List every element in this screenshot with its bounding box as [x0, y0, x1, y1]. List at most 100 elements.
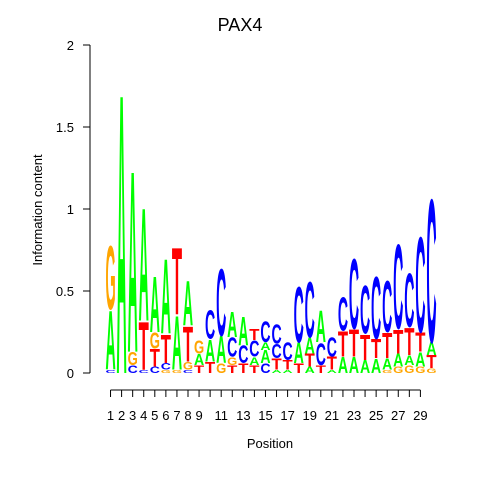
logo-letter-t: T [393, 323, 404, 361]
logo-letter-c: C [260, 360, 270, 376]
logo-letter-t: T [139, 308, 149, 385]
logo-letter-c: C [161, 361, 172, 372]
logo-letter-c: C [393, 221, 403, 356]
logo-letter-t: T [249, 363, 260, 376]
logo-letter-t: T [172, 228, 182, 335]
logo-letter-a: A [283, 370, 294, 375]
logo-letters: CAG A CGA CTACTGAGCTAGATCGTATAGTACGACTGCATC… [105, 11, 436, 459]
logo-letter-t: T [382, 326, 392, 367]
logo-letter-a: A [172, 300, 182, 386]
x-tick-label: 21 [325, 408, 339, 423]
logo-letter-g: G [393, 366, 403, 376]
x-axis: 1 2 3 4 5 6 7 8 9 11 13 15 17 19 21 23 25 27 29 [107, 389, 428, 423]
y-tick-label: 0 [67, 366, 74, 381]
logo-letter-a: A [404, 352, 414, 368]
x-tick-label: 19 [302, 408, 316, 423]
logo-letter-g: G [216, 361, 226, 376]
logo-letter-a: A [271, 370, 282, 375]
logo-letter-c: C [205, 302, 215, 347]
logo-letter-c: C [415, 208, 425, 361]
logo-letter-a: A [349, 354, 359, 379]
logo-letter-t: T [249, 327, 259, 345]
logo-letter-t: T [371, 334, 381, 364]
logo-letter-t: T [227, 363, 238, 376]
logo-letter-c: C [349, 239, 359, 351]
logo-letter-t: T [294, 361, 305, 376]
logo-letter-a: A [227, 304, 237, 345]
logo-letter-c: C [128, 362, 138, 375]
x-axis-label: Position [247, 436, 293, 451]
logo-letter-c: C [260, 315, 270, 348]
x-tick-label: 6 [162, 408, 169, 423]
logo-letter-t: T [305, 350, 315, 371]
logo-letter-t: T [183, 316, 193, 372]
x-tick-label: 1 [107, 408, 114, 423]
logo-letter-a: A [238, 309, 248, 354]
logo-letter-t: T [194, 363, 205, 376]
logo-letter-g: G [128, 350, 138, 370]
logo-letter-g: G [194, 338, 204, 358]
x-tick-label: 5 [151, 408, 158, 423]
logo-letter-g: G [105, 226, 115, 328]
logo-letter-a: A [371, 354, 381, 377]
y-tick-label: 1 [67, 202, 74, 217]
logo-letter-a: A [183, 267, 193, 339]
logo-letter-c: C [271, 340, 281, 363]
logo-letter-t: T [205, 359, 215, 377]
logo-letter-g: G [404, 363, 414, 376]
logo-letter-a: A [150, 261, 160, 350]
logo-letter-a: A [316, 301, 326, 352]
logo-letter-c: C [216, 250, 226, 356]
logo-letter-g: G [426, 368, 436, 375]
logo-letter-c: C [327, 331, 337, 362]
logo-letter-t: T [238, 361, 249, 376]
logo-letter-g: G [161, 369, 171, 374]
logo-letter-t: T [271, 356, 281, 374]
logo-letter-c: C [360, 273, 370, 349]
logo-letter-c: C [404, 258, 414, 344]
logo-letter-t: T [338, 324, 348, 365]
logo-letter-c: C [105, 370, 116, 375]
logo-letter-t: T [283, 358, 294, 373]
logo-letter-c: C [271, 318, 281, 349]
logo-letter-t: T [316, 363, 327, 376]
logo-letter-a: A [194, 351, 204, 369]
logo-letter-a: A [260, 339, 270, 352]
logo-letter-a: A [426, 339, 436, 359]
y-axis-label: Information content [30, 154, 45, 266]
logo-letter-g: G [150, 328, 160, 354]
logo-letter-c: C [238, 342, 248, 369]
logo-letter-a: A [216, 330, 226, 373]
logo-letter-g: G [227, 355, 237, 368]
logo-letter-a: A [139, 175, 149, 355]
logo-letter-a: A [360, 357, 370, 377]
logo-letter-a: A [128, 117, 138, 406]
logo-letter-a: A [382, 356, 392, 374]
logo-letter-a: A [415, 348, 425, 371]
logo-letter-c: C [183, 370, 194, 375]
x-tick-label: 8 [184, 408, 191, 423]
logo-letter-c: C [294, 271, 304, 360]
logo-letter-a: A [105, 293, 115, 388]
logo-letter-g: G [172, 369, 182, 374]
x-tick-label: 2 [118, 408, 125, 423]
logo-letter-a: A [205, 334, 215, 369]
x-tick-label: 7 [173, 408, 180, 423]
logo-letter-a: A [260, 348, 270, 368]
logo-letter-c: C [227, 331, 237, 362]
logo-letter-a: A [294, 336, 304, 369]
logo-letter-c: C [249, 337, 259, 362]
logo-letter-t: T [327, 353, 337, 374]
logo-letter-t: T [349, 323, 359, 366]
logo-letter-c: C [371, 259, 381, 358]
logo-letter-t: T [426, 351, 436, 372]
logo-letter-c: C [316, 338, 326, 373]
logo-letter-c: C [382, 267, 392, 349]
x-tick-label: 15 [258, 408, 272, 423]
logo-letter-t: T [161, 326, 171, 372]
logo-letter-a: A [117, 11, 127, 459]
y-axis: 0 0.5 1 1.5 2 [56, 38, 91, 381]
logo-letter-t: T [360, 328, 370, 369]
logo-letter-c: C [426, 156, 436, 386]
